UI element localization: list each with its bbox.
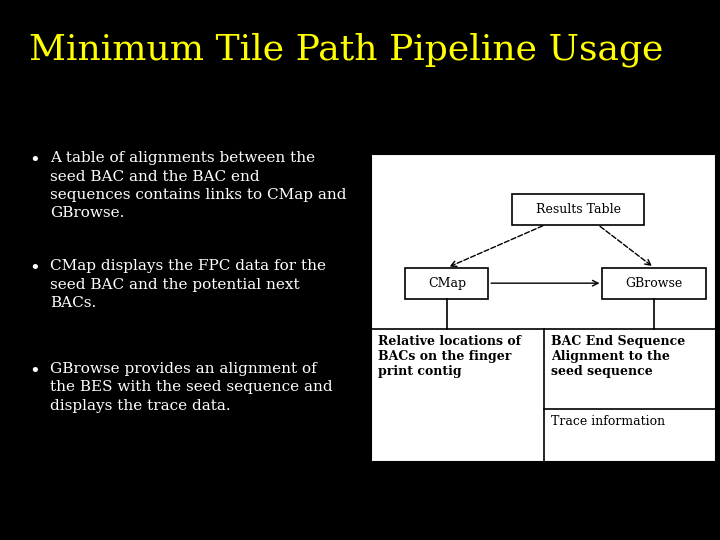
Text: BAC End Sequence
Alignment to the
seed sequence: BAC End Sequence Alignment to the seed s… (551, 335, 685, 378)
Text: GBrowse: GBrowse (626, 276, 683, 289)
Text: Minimum Tile Path Pipeline Usage: Minimum Tile Path Pipeline Usage (29, 32, 663, 67)
Text: A table of alignments between the
seed BAC and the BAC end
sequences contains li: A table of alignments between the seed B… (50, 151, 347, 220)
Text: •: • (29, 362, 40, 380)
FancyBboxPatch shape (405, 268, 488, 299)
Text: Results Table: Results Table (536, 203, 621, 216)
FancyBboxPatch shape (603, 268, 706, 299)
Text: CMap: CMap (428, 276, 466, 289)
Text: Relative locations of
BACs on the finger
print contig: Relative locations of BACs on the finger… (378, 335, 521, 378)
FancyBboxPatch shape (371, 154, 716, 462)
Text: CMap displays the FPC data for the
seed BAC and the potential next
BACs.: CMap displays the FPC data for the seed … (50, 259, 326, 310)
FancyBboxPatch shape (513, 194, 644, 225)
Text: Trace information: Trace information (551, 415, 665, 428)
Text: •: • (29, 259, 40, 277)
Text: •: • (29, 151, 40, 169)
Text: GBrowse provides an alignment of
the BES with the seed sequence and
displays the: GBrowse provides an alignment of the BES… (50, 362, 333, 413)
